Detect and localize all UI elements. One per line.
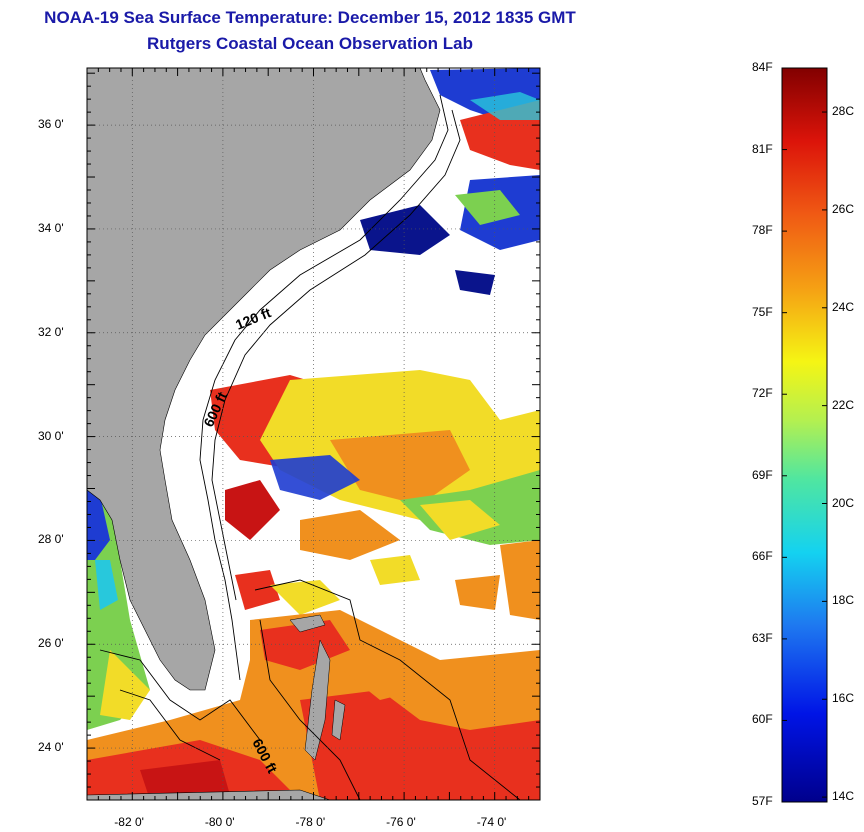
lat-label: 24 0' <box>38 740 64 755</box>
colorbar-f-label: 75F <box>752 304 773 319</box>
bahamas-island <box>304 639 331 761</box>
lat-label: 28 0' <box>38 532 64 547</box>
colorbar-c-label: 16C <box>832 691 855 706</box>
bathymetry-contours <box>99 94 521 800</box>
colorbar-f-label: 57F <box>752 794 773 808</box>
colorbar-f-label: 78F <box>752 223 773 238</box>
colorbar-ticks <box>782 67 827 803</box>
colorbar-c-label: 28C <box>832 104 855 119</box>
us-coastline-land <box>87 68 441 691</box>
cuba-land <box>87 789 331 800</box>
lat-label: 32 0' <box>38 324 64 339</box>
lon-label: -76 0' <box>386 815 416 829</box>
colorbar-c-label: 14C <box>832 789 855 804</box>
lon-label: -74 0' <box>476 815 507 829</box>
lon-label: -82 0' <box>114 815 144 829</box>
colorbar-f-label: 66F <box>752 549 773 564</box>
colorbar-f-label: 69F <box>752 467 773 482</box>
lon-label: -78 0' <box>295 815 326 829</box>
lat-label: 36 0' <box>38 117 64 132</box>
lon-label: -80 0' <box>204 815 235 829</box>
bahamas-island <box>289 614 326 633</box>
colorbar-f-label: 63F <box>752 630 773 645</box>
lat-label: 26 0' <box>38 636 64 651</box>
colorbar-f-label: 60F <box>752 712 773 727</box>
lat-label: 30 0' <box>38 428 64 443</box>
colorbar-c-label: 22C <box>832 397 855 412</box>
colorbar-c-label: 24C <box>832 299 855 314</box>
map-subtitle: Rutgers Coastal Ocean Observation Lab <box>147 34 473 53</box>
map-title: NOAA-19 Sea Surface Temperature: Decembe… <box>44 8 576 27</box>
axis-ticks <box>86 68 541 801</box>
colorbar-f-label: 72F <box>752 386 773 401</box>
colorbar <box>781 67 828 803</box>
colorbar-f-label: 84F <box>752 60 773 74</box>
lat-label: 34 0' <box>38 220 64 235</box>
colorbar-c-label: 20C <box>832 495 855 510</box>
colorbar-c-label: 18C <box>832 593 855 608</box>
bahamas-island <box>331 699 346 741</box>
colorbar-f-label: 81F <box>752 141 773 156</box>
colorbar-c-label: 26C <box>832 201 855 216</box>
sst-data-layer <box>87 68 540 800</box>
